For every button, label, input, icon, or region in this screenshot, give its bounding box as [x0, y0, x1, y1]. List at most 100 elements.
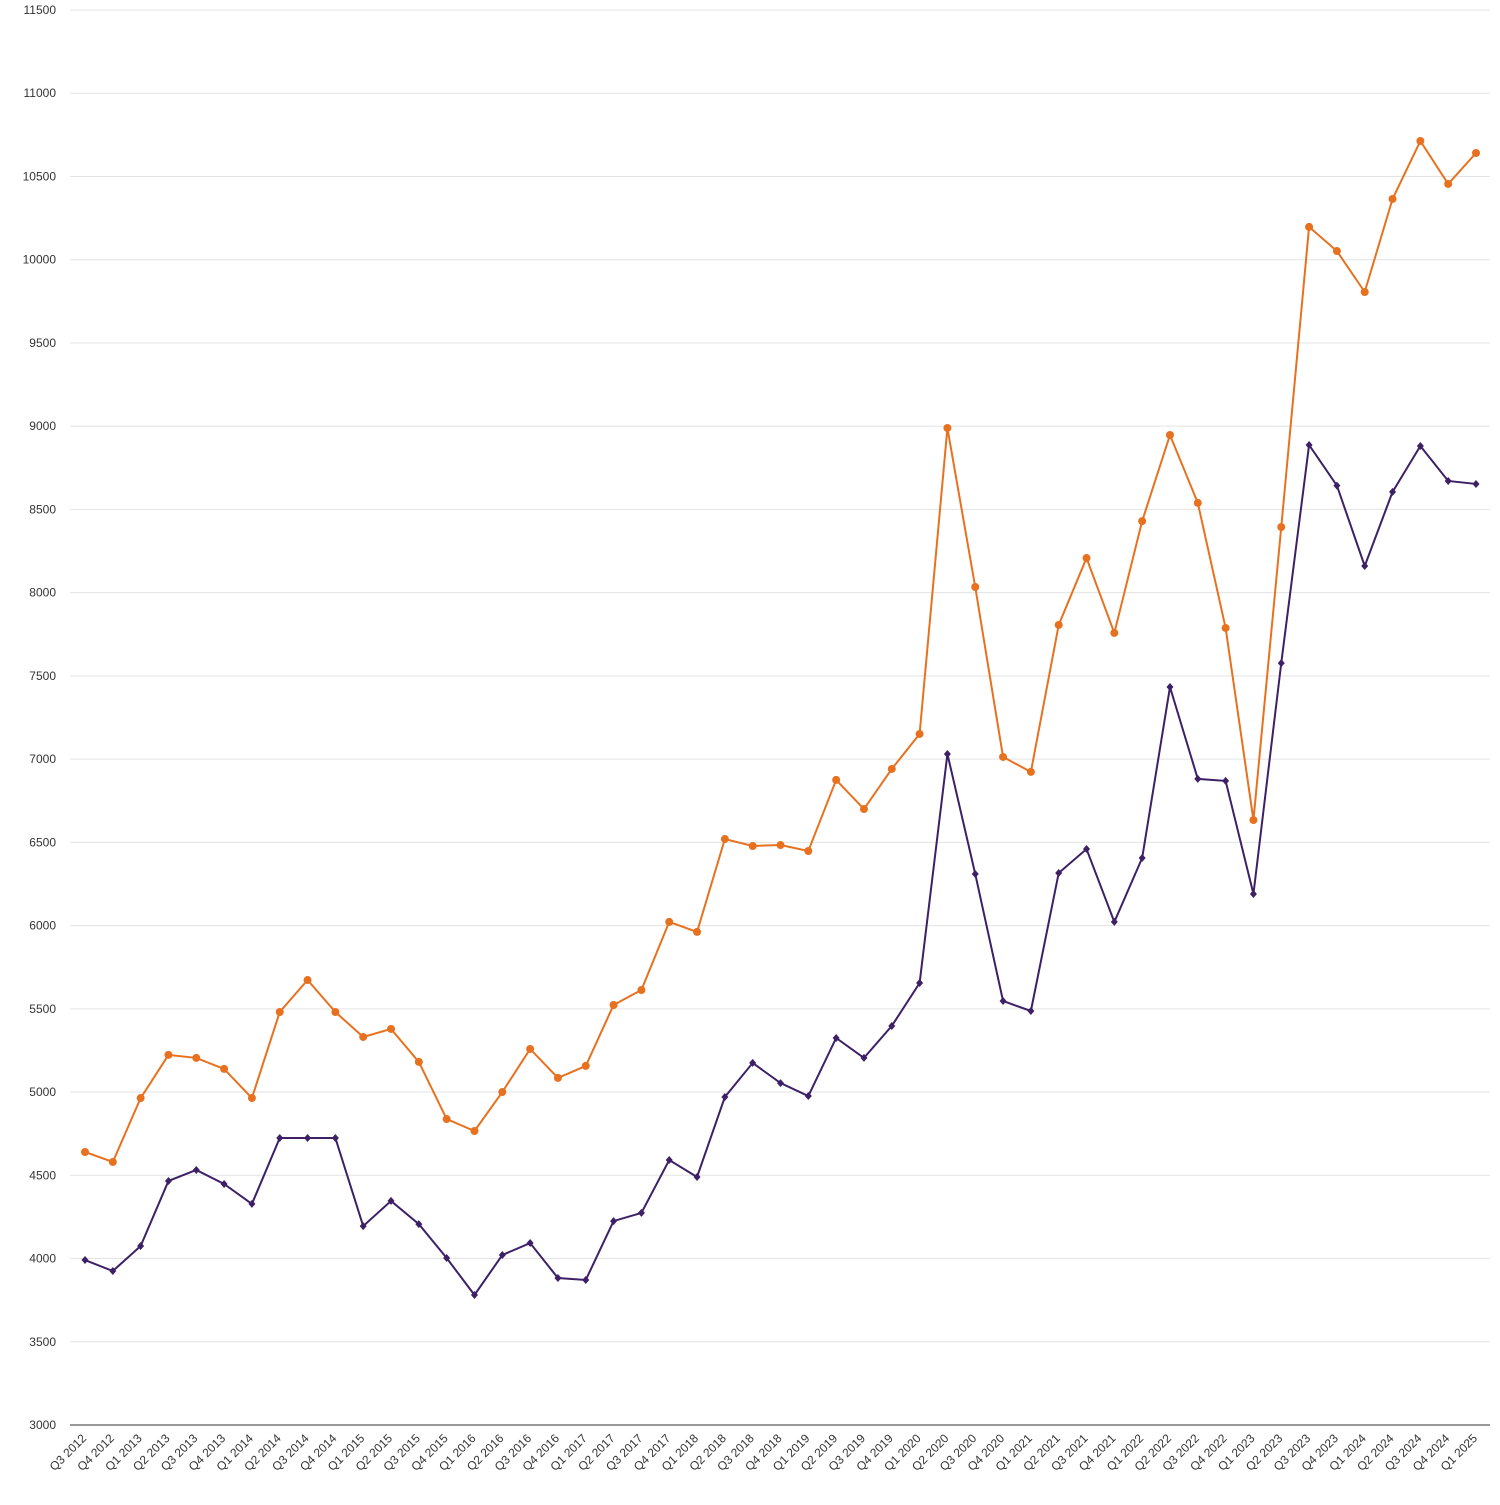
marker [248, 1199, 256, 1208]
marker [109, 1267, 117, 1276]
marker [526, 1239, 534, 1248]
y-tick-label: 4500 [29, 1168, 56, 1182]
marker [721, 1093, 729, 1102]
marker [331, 1007, 340, 1016]
y-tick-label: 3500 [29, 1335, 56, 1349]
marker [1389, 487, 1397, 496]
marker [1333, 481, 1341, 490]
marker [470, 1290, 478, 1299]
marker [526, 1044, 535, 1053]
y-tick-label: 4000 [29, 1252, 56, 1266]
marker [610, 1217, 618, 1226]
marker [1332, 247, 1341, 256]
y-tick-label: 6000 [29, 919, 56, 933]
marker [387, 1196, 395, 1205]
marker [303, 976, 312, 985]
marker [387, 1024, 396, 1033]
marker [1027, 1006, 1035, 1015]
marker [1360, 288, 1369, 297]
marker [1277, 659, 1285, 668]
marker [693, 927, 702, 936]
marker [637, 1208, 645, 1217]
marker [1193, 498, 1202, 507]
marker [1138, 517, 1147, 526]
marker [1222, 776, 1230, 785]
marker [1221, 623, 1230, 632]
y-tick-label: 5500 [29, 1002, 56, 1016]
y-tick-label: 11500 [24, 3, 57, 17]
marker [498, 1088, 507, 1097]
marker [498, 1251, 506, 1260]
marker [1472, 479, 1480, 488]
marker [192, 1165, 200, 1174]
marker [1388, 194, 1397, 203]
marker [81, 1147, 89, 1156]
marker [581, 1061, 590, 1070]
marker [915, 729, 924, 738]
marker [164, 1050, 173, 1059]
marker [1026, 767, 1035, 776]
marker [1472, 148, 1480, 157]
marker [999, 752, 1008, 761]
marker [859, 805, 868, 814]
marker [1249, 816, 1258, 825]
marker [81, 1256, 89, 1265]
marker [414, 1057, 423, 1066]
marker [971, 582, 980, 591]
marker [1361, 562, 1369, 571]
marker [1249, 889, 1257, 898]
marker [304, 1134, 312, 1143]
marker [804, 847, 813, 856]
series-line [84, 442, 1477, 1297]
marker [1416, 137, 1425, 146]
marker [275, 1007, 284, 1016]
y-tick-label: 10500 [23, 169, 57, 183]
marker [1165, 430, 1174, 439]
marker [748, 842, 757, 851]
marker [1277, 523, 1286, 532]
marker [1444, 179, 1453, 188]
marker [247, 1094, 256, 1103]
marker [1055, 868, 1063, 877]
marker [164, 1176, 172, 1185]
y-tick-label: 3000 [29, 1418, 56, 1432]
marker [1166, 683, 1174, 692]
marker [720, 835, 729, 844]
marker [415, 1220, 423, 1229]
marker [136, 1094, 145, 1103]
marker [693, 1172, 701, 1181]
marker [665, 1155, 673, 1164]
marker [971, 869, 979, 878]
marker [1082, 554, 1091, 563]
marker [943, 424, 952, 433]
y-tick-label: 9500 [29, 336, 56, 350]
marker [887, 764, 896, 773]
marker [582, 1276, 590, 1285]
marker [1444, 476, 1452, 485]
y-tick-label: 7000 [29, 752, 56, 766]
marker [442, 1115, 451, 1124]
marker [943, 749, 951, 758]
marker [220, 1064, 229, 1073]
y-tick-label: 8500 [29, 502, 56, 516]
marker [359, 1032, 368, 1041]
marker [609, 1000, 618, 1009]
y-tick-label: 7500 [29, 669, 56, 683]
marker [916, 979, 924, 988]
marker [554, 1274, 562, 1283]
marker [832, 1033, 840, 1042]
marker [108, 1157, 117, 1166]
marker [1305, 440, 1313, 449]
y-tick-label: 8000 [29, 586, 56, 600]
marker [776, 841, 785, 850]
marker [860, 1053, 868, 1062]
marker [999, 996, 1007, 1005]
marker [1110, 917, 1118, 926]
marker [1416, 441, 1424, 450]
marker [665, 917, 674, 926]
marker [192, 1053, 201, 1062]
marker [137, 1242, 145, 1251]
marker [637, 986, 646, 995]
marker [832, 775, 841, 784]
